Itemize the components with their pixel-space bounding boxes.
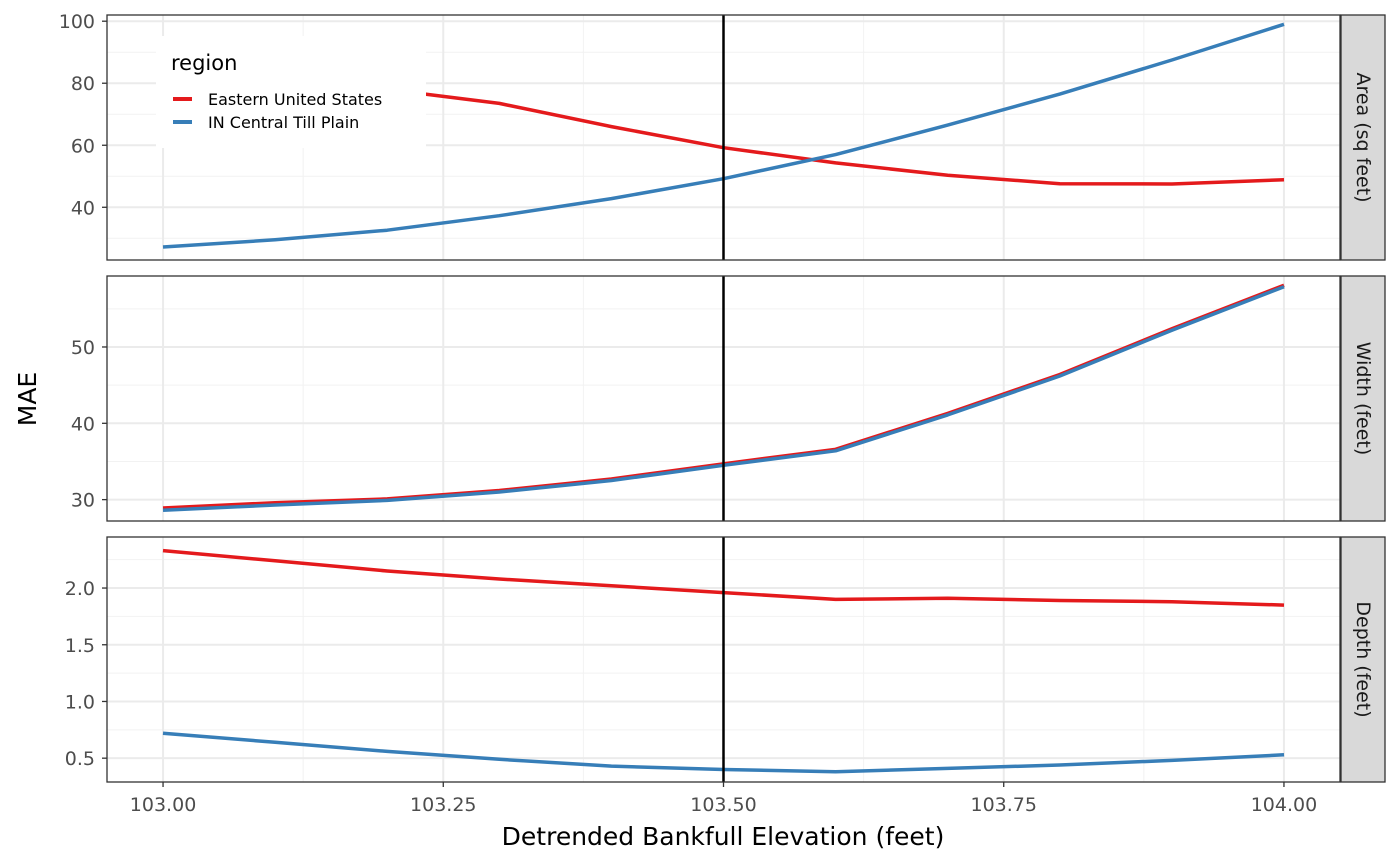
legend-background [156, 36, 426, 148]
y-tick-label: 40 [71, 197, 95, 219]
facet-panels: 40 60 80 100 Area (sq feet) 30 40 50 Width (feet… [59, 11, 1386, 783]
facet-strip [1340, 275, 1386, 522]
facet-strip [1340, 14, 1386, 261]
x-tick-label: 103.75 [970, 794, 1036, 816]
x-tick-label: 103.50 [690, 794, 756, 816]
facet-strip-label: Area (sq feet) [1352, 72, 1374, 202]
panel-border [106, 14, 1341, 261]
x-tick-label: 103.25 [410, 794, 476, 816]
legend: region Eastern United States IN Central … [156, 36, 426, 148]
y-tick-label: 80 [71, 73, 95, 95]
x-axis: 103.00 103.25 103.50 103.75 104.00 [130, 782, 1317, 816]
y-tick-label: 0.5 [65, 748, 95, 770]
y-tick-label: 2.0 [65, 578, 95, 600]
series-line [386, 87, 1285, 186]
legend-label-eastern: Eastern United States [208, 90, 382, 109]
y-tick-label: 30 [71, 490, 95, 512]
y-tick-label: 60 [71, 135, 95, 157]
legend-title: region [171, 51, 237, 75]
y-tick-label: 40 [71, 413, 95, 435]
facet-panel: 30 40 50 Width (feet) [71, 275, 1386, 522]
facet-strip-label: Width (feet) [1352, 342, 1374, 456]
y-axis-title: MAE [13, 372, 42, 426]
y-tick-label: 50 [71, 337, 95, 359]
x-axis-title: Detrended Bankfull Elevation (feet) [502, 822, 945, 851]
facet-panel: 0.5 1.0 1.5 2.0 Depth (feet) [65, 536, 1386, 783]
x-tick-label: 104.00 [1251, 794, 1317, 816]
facet-panel: 40 60 80 100 Area (sq feet) [59, 11, 1386, 261]
x-tick-label: 103.00 [130, 794, 196, 816]
legend-label-in-central: IN Central Till Plain [208, 113, 359, 132]
y-tick-label: 100 [59, 11, 95, 33]
y-tick-label: 1.0 [65, 691, 95, 713]
facet-strip [1340, 536, 1386, 783]
y-tick-label: 1.5 [65, 635, 95, 657]
panel-border [106, 275, 1341, 522]
facet-strip-label: Depth (feet) [1352, 601, 1374, 717]
